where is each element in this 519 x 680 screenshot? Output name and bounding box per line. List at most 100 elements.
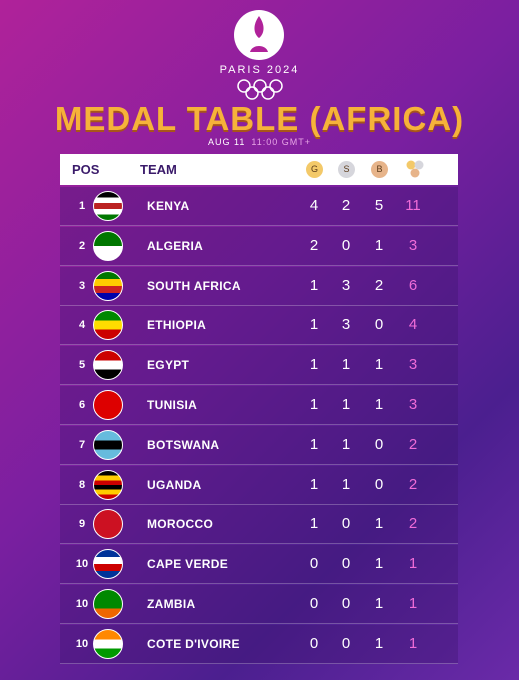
medal-count: 0 <box>341 555 351 573</box>
medal-count: 0 <box>374 435 384 453</box>
col-header: POS <box>72 162 100 177</box>
table-row: 6 TUNISIA 1 1 1 3 <box>60 386 458 425</box>
medal-count: 1 <box>341 435 351 453</box>
table-row: 2 ALGERIA 2 0 1 3 <box>60 226 458 266</box>
medal-count: 1 <box>374 595 384 612</box>
medal-count: 1 <box>374 236 384 254</box>
team-name: ETHIOPIA <box>147 318 207 333</box>
flag <box>93 191 123 221</box>
team-name: ZAMBIA <box>147 597 196 611</box>
table-row: 1 KENYA 4 2 5 11 <box>60 187 458 226</box>
flag <box>93 390 123 420</box>
medal-count: 1 <box>309 316 319 334</box>
date-line: AUG 11 11:00 GMT+ <box>0 137 519 147</box>
team-name: ALGERIA <box>147 238 204 253</box>
flag <box>93 589 123 619</box>
flag <box>93 350 123 381</box>
team-name: EGYPT <box>147 358 190 373</box>
medal-count: 0 <box>341 236 351 254</box>
medal-count: 1 <box>374 634 384 652</box>
team-name: CAPE VERDE <box>147 557 229 572</box>
flag <box>93 509 123 540</box>
medal-count: 0 <box>374 475 384 493</box>
medal-count: 1 <box>309 475 319 493</box>
medal-count: 1 <box>309 276 319 294</box>
medal-count: 1 <box>374 515 384 533</box>
medal-count: 3 <box>341 276 351 294</box>
medal-count: 3 <box>341 316 351 334</box>
flag <box>93 230 123 261</box>
position: 10 <box>75 598 89 610</box>
date: AUG 11 <box>208 137 246 147</box>
total-count: 1 <box>408 595 418 612</box>
table-row: 9 MOROCCO 1 0 1 2 <box>60 505 458 545</box>
team-name: UGANDA <box>147 477 202 492</box>
table-row: 10 COTE D'IVOIRE 0 0 1 1 <box>60 624 458 664</box>
col-header: B <box>371 161 388 178</box>
medal-count: 1 <box>341 396 351 413</box>
medal-count: 2 <box>341 197 351 214</box>
position: 10 <box>75 637 89 650</box>
table-row: 10 CAPE VERDE 0 0 1 1 <box>60 545 458 585</box>
position: 9 <box>78 518 86 531</box>
medal-count: 1 <box>374 396 384 413</box>
medal-count: 0 <box>341 634 351 652</box>
position: 7 <box>78 438 86 451</box>
paris-logo <box>234 10 284 60</box>
medal-count: 1 <box>341 475 351 493</box>
total-count: 4 <box>408 316 418 334</box>
medal-count: 0 <box>309 595 319 612</box>
position: 5 <box>78 359 86 372</box>
medal-count: 1 <box>309 396 319 413</box>
table-row: 3 SOUTH AFRICA 1 3 2 6 <box>60 266 458 306</box>
table-header: POS TEAM G S B <box>60 154 458 185</box>
flag <box>93 270 123 301</box>
position: 2 <box>78 239 86 252</box>
medal-count: 1 <box>374 356 384 374</box>
position: 6 <box>78 399 86 411</box>
team-name: BOTSWANA <box>147 437 220 452</box>
total-count: 3 <box>408 356 418 374</box>
total-count: 1 <box>408 634 418 652</box>
total-count: 3 <box>408 396 418 413</box>
total-icon <box>406 160 424 178</box>
col-header: S <box>338 161 355 178</box>
total-count: 2 <box>408 515 418 533</box>
table-row: 7 BOTSWANA 1 1 0 2 <box>60 425 458 465</box>
position: 4 <box>78 319 86 332</box>
team-name: COTE D'IVOIRE <box>147 636 240 651</box>
flag <box>93 310 123 341</box>
team-name: TUNISIA <box>147 398 198 412</box>
medal-count: 1 <box>374 555 384 573</box>
team-name: MOROCCO <box>147 517 214 532</box>
col-header: G <box>306 161 323 178</box>
medal-count: 0 <box>341 515 351 533</box>
logo-text: PARIS 2024 <box>219 64 300 76</box>
medal-count: 2 <box>374 276 384 294</box>
total-count: 6 <box>408 276 418 294</box>
medal-count: 0 <box>309 555 319 573</box>
medal-count: 0 <box>309 634 319 652</box>
medal-count: 1 <box>309 435 319 453</box>
total-count: 3 <box>408 236 418 254</box>
olympic-rings <box>237 79 283 100</box>
flag <box>93 549 123 580</box>
position: 8 <box>78 478 86 491</box>
total-count: 11 <box>405 197 421 214</box>
flag <box>93 429 123 460</box>
table-row: 5 EGYPT 1 1 1 3 <box>60 346 458 386</box>
table-row: 8 UGANDA 1 1 0 2 <box>60 465 458 505</box>
medal-count: 1 <box>309 515 319 533</box>
medal-count: 0 <box>374 316 384 334</box>
position: 10 <box>75 558 89 571</box>
medal-count: 5 <box>374 197 384 214</box>
team-name: SOUTH AFRICA <box>147 278 241 293</box>
medal-count: 4 <box>309 197 319 214</box>
medal-count: 0 <box>341 595 351 612</box>
total-count: 2 <box>408 475 418 493</box>
position: 3 <box>78 279 86 292</box>
flag <box>93 469 123 500</box>
medal-count: 1 <box>309 356 319 374</box>
time: 11:00 GMT+ <box>251 137 311 147</box>
